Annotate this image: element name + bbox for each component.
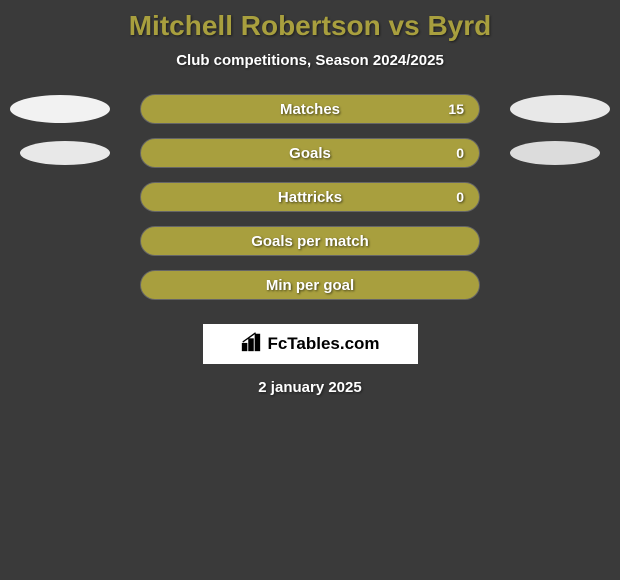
stat-value: 0: [456, 189, 464, 205]
stat-bar: Hattricks 0: [140, 182, 480, 212]
stat-label: Hattricks: [278, 189, 342, 206]
stat-row-matches: Matches 15: [0, 94, 620, 124]
stat-bar: Min per goal: [140, 270, 480, 300]
stat-label: Matches: [280, 101, 340, 118]
stat-row-goals: Goals 0: [0, 138, 620, 168]
logo-text: FcTables.com: [267, 334, 379, 354]
stat-bar: Goals 0: [140, 138, 480, 168]
player-right-ellipse: [510, 141, 600, 165]
stat-label: Goals per match: [251, 233, 369, 250]
player-left-ellipse: [10, 95, 110, 123]
stat-row-min-per-goal: Min per goal: [0, 270, 620, 300]
page-title: Mitchell Robertson vs Byrd: [129, 10, 492, 42]
stat-label: Goals: [289, 145, 331, 162]
stat-label: Min per goal: [266, 277, 354, 294]
stat-row-goals-per-match: Goals per match: [0, 226, 620, 256]
stat-bar: Goals per match: [140, 226, 480, 256]
stat-value: 15: [448, 101, 464, 117]
logo-box: FcTables.com: [203, 324, 418, 364]
chart-icon: [240, 331, 262, 358]
stat-bar: Matches 15: [140, 94, 480, 124]
player-right-ellipse: [510, 95, 610, 123]
subtitle: Club competitions, Season 2024/2025: [176, 52, 444, 69]
stat-row-hattricks: Hattricks 0: [0, 182, 620, 212]
player-left-ellipse: [20, 141, 110, 165]
logo-content: FcTables.com: [240, 331, 379, 358]
stat-value: 0: [456, 145, 464, 161]
date-text: 2 january 2025: [258, 379, 361, 396]
